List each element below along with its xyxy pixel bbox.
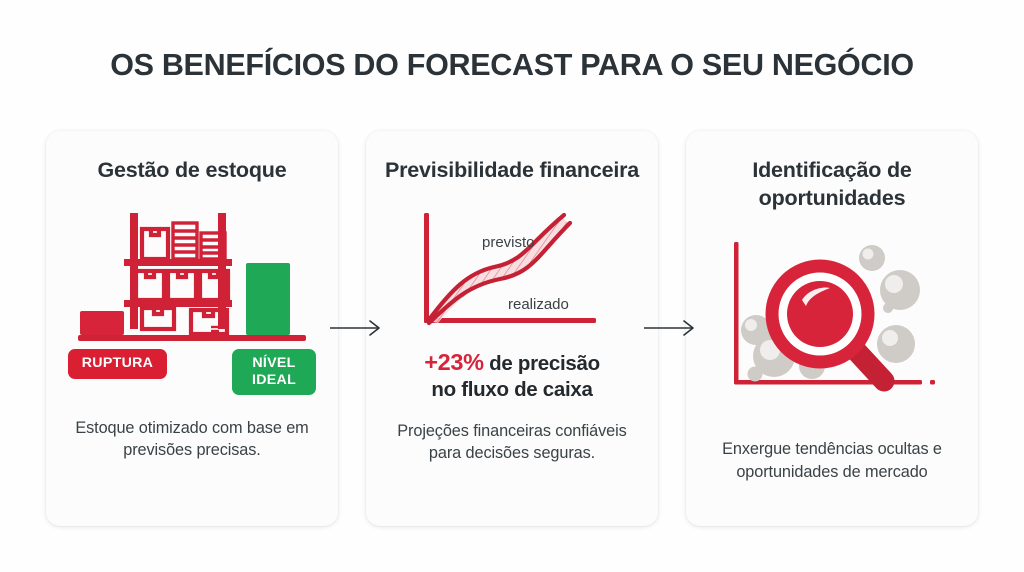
stat-precisao: +23% de precisão no fluxo de caixa: [424, 347, 600, 404]
card-description: Estoque otimizado com base em previsões …: [75, 418, 309, 459]
warehouse-shelf-icon: [62, 207, 322, 342]
badge-nivel-ideal[interactable]: NÍVEL IDEAL: [232, 348, 316, 395]
magnifier-bubbles-icon: [702, 238, 962, 400]
stat-highlight-value: +23%: [424, 348, 484, 375]
benefit-card-identificacao-de-oportunidades[interactable]: Identificação de oportunidades: [686, 131, 978, 526]
card-description: Enxergue tendências ocultas e oportunida…: [722, 440, 942, 481]
badge-ruptura[interactable]: RUPTURA: [68, 348, 167, 379]
page-title: OS BENEFÍCIOS DO FORECAST PARA O SEU NEG…: [110, 48, 914, 82]
stat-line2: no fluxo de caixa: [431, 378, 593, 402]
benefit-card-gestao-de-estoque[interactable]: Gestão de estoque: [46, 131, 338, 526]
badge-nivel-ideal-line1: NÍVEL: [252, 354, 296, 371]
arrow-card2-to-card3: [644, 318, 700, 338]
chart-label-previsto: previsto: [482, 234, 535, 251]
card-title: Identificação de oportunidades: [752, 158, 912, 210]
card-title: Gestão de estoque: [97, 158, 287, 182]
card-title: Previsibilidade financeira: [384, 158, 640, 182]
benefit-card-previsibilidade-financeira[interactable]: Previsibilidade financeira: [366, 131, 658, 526]
badge-nivel-ideal-line2: IDEAL: [251, 371, 297, 388]
stat-rest-line1: de precisão: [483, 351, 600, 375]
benefit-cards-row: Gestão de estoque: [46, 131, 978, 526]
stock-level-badges: RUPTURA NÍVEL IDEAL: [62, 348, 322, 399]
card-description: Projeções financeiras confiáveis para de…: [397, 421, 627, 463]
chart-label-realizado: realizado: [508, 296, 569, 313]
forecast-curve-chart-icon: previsto realizado: [382, 211, 642, 329]
arrow-card1-to-card2: [330, 318, 386, 338]
